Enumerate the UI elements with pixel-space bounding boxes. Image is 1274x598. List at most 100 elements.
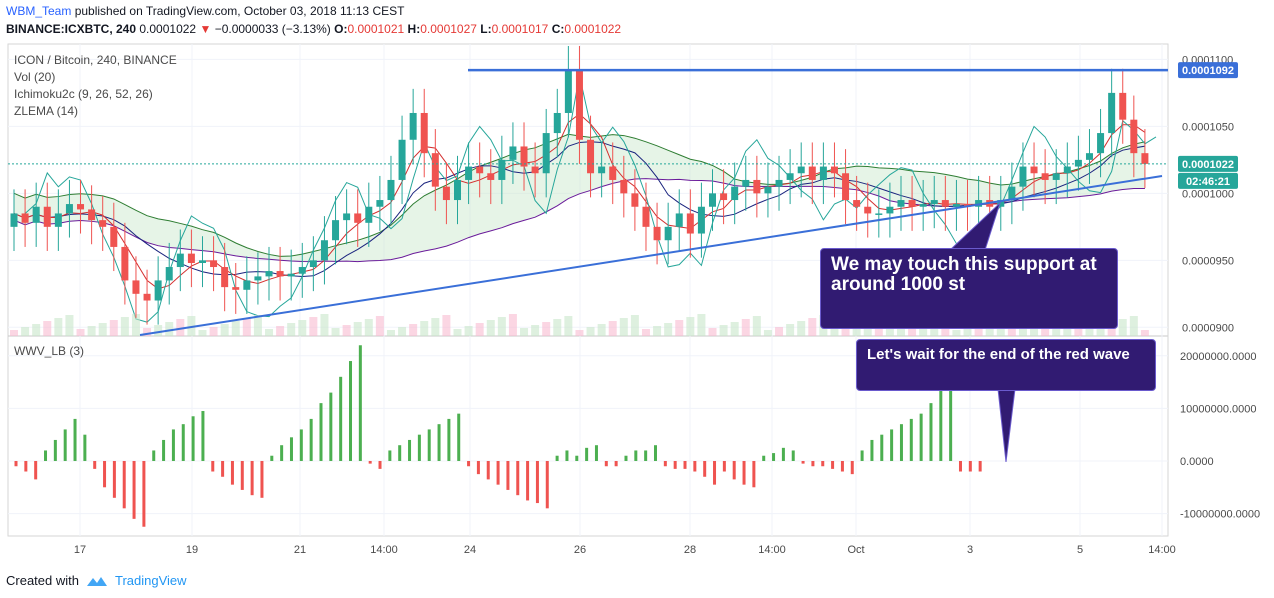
- low-label: L:: [480, 22, 492, 36]
- down-triangle-icon: ▼: [199, 22, 212, 36]
- volume-bar: [786, 324, 795, 336]
- volume-bar: [65, 315, 74, 336]
- high-value: 0.0001027: [420, 22, 477, 36]
- symbol-label: BINANCE:ICXBTC, 240: [6, 22, 137, 36]
- volume-bar: [442, 315, 451, 336]
- osc-tick-label: 10000000.0000: [1180, 403, 1256, 415]
- wwv-bar: [506, 460, 510, 490]
- wwv-bar: [457, 413, 461, 461]
- volume-bar: [741, 319, 750, 336]
- candle-up: [731, 186, 739, 201]
- legend-vol: Vol (20): [14, 70, 56, 84]
- volume-bar: [808, 318, 817, 336]
- volume-bar: [730, 322, 739, 336]
- volume-bar: [686, 317, 695, 336]
- x-tick-label: 14:00: [758, 544, 786, 556]
- wwv-bar: [122, 460, 126, 509]
- author-link[interactable]: WBM_Team: [6, 4, 72, 18]
- wwv-bar: [201, 411, 205, 461]
- candle-up: [154, 280, 162, 301]
- wwv-bar: [722, 460, 726, 472]
- candle-down: [43, 206, 51, 227]
- volume-bar: [475, 323, 484, 336]
- volume-bar: [1107, 322, 1116, 336]
- candle-down: [88, 209, 96, 221]
- x-tick-label: 14:00: [1148, 544, 1176, 556]
- volume-bar: [919, 322, 928, 336]
- volume-bar: [43, 321, 52, 336]
- wwv-bar: [240, 460, 244, 490]
- candle-up: [54, 213, 62, 227]
- wwv-bar: [349, 361, 353, 461]
- resistance-price-label: 0.0001092: [1182, 65, 1234, 77]
- wwv-bar: [417, 434, 421, 461]
- wwv-bar: [171, 429, 175, 461]
- close-value: 0.0001022: [564, 22, 622, 36]
- wwv-bar: [368, 460, 372, 464]
- legend-zlema: ZLEMA (14): [14, 104, 79, 118]
- volume-bar: [575, 330, 584, 336]
- osc-tick-label: 20000000.0000: [1180, 351, 1256, 363]
- candle-up: [952, 204, 960, 207]
- wwv-bar: [831, 460, 835, 469]
- wwv-bar: [821, 460, 825, 467]
- wwv-bar: [614, 460, 618, 467]
- tradingview-brand-link[interactable]: TradingView: [114, 573, 187, 588]
- wwv-bar: [191, 416, 195, 461]
- price-tick-label: 0.0000900: [1182, 322, 1234, 334]
- wwv-bar: [653, 445, 657, 461]
- wwv-bar: [63, 429, 67, 461]
- wwv-bar: [880, 434, 884, 461]
- wwv-bar: [634, 450, 638, 461]
- price-tick-label: 0.0001050: [1182, 121, 1234, 133]
- volume-bar: [608, 321, 617, 336]
- wwv-bar: [14, 460, 18, 467]
- volume-bar: [87, 326, 96, 336]
- wwv-bar: [447, 418, 451, 461]
- price-change: −0.0000033 (−3.13%): [214, 22, 331, 36]
- volume-bar: [364, 319, 373, 336]
- volume-bar: [564, 316, 573, 336]
- candle-down: [1141, 153, 1149, 164]
- volume-bar: [386, 330, 395, 336]
- wwv-bar: [73, 418, 77, 461]
- published-text: published on TradingView.com, October 03…: [74, 4, 405, 18]
- wwv-bar: [801, 460, 805, 464]
- wwv-bar: [103, 460, 107, 488]
- volume-bar: [752, 316, 761, 336]
- volume-bar: [131, 314, 140, 336]
- candle-down: [1030, 166, 1038, 174]
- candle-up: [1074, 159, 1082, 167]
- wwv-histogram: [14, 345, 982, 527]
- candle-down: [520, 146, 528, 167]
- wwv-bar: [663, 460, 667, 467]
- candle-down: [99, 220, 107, 227]
- candle-down: [442, 186, 450, 201]
- volume-bar: [708, 328, 717, 336]
- wwv-bar: [34, 460, 38, 480]
- volume-bar: [963, 327, 972, 336]
- last-price: 0.0001022: [139, 22, 197, 36]
- volume-bar: [497, 317, 506, 336]
- candle-up: [343, 213, 351, 221]
- wwv-bar: [811, 460, 815, 467]
- candle-up: [775, 179, 783, 187]
- legend-wwv: WWV_LB (3): [14, 344, 85, 358]
- volume-bar: [242, 318, 251, 336]
- wwv-bar: [467, 460, 471, 467]
- volume-bar: [176, 319, 185, 336]
- volume-bar: [896, 328, 905, 336]
- candle-up: [897, 200, 905, 207]
- candle-down: [143, 293, 151, 301]
- volume-bar: [21, 327, 30, 336]
- footer: Created with TradingView: [6, 573, 187, 588]
- candle-up: [975, 200, 983, 207]
- candle-down: [21, 213, 29, 223]
- candle-down: [908, 200, 916, 207]
- candle-down: [653, 226, 661, 241]
- volume-bar: [630, 315, 639, 336]
- wwv-bar: [565, 450, 569, 461]
- volume-bar: [520, 328, 529, 336]
- wwv-bar: [181, 424, 185, 461]
- candle-up: [376, 200, 384, 207]
